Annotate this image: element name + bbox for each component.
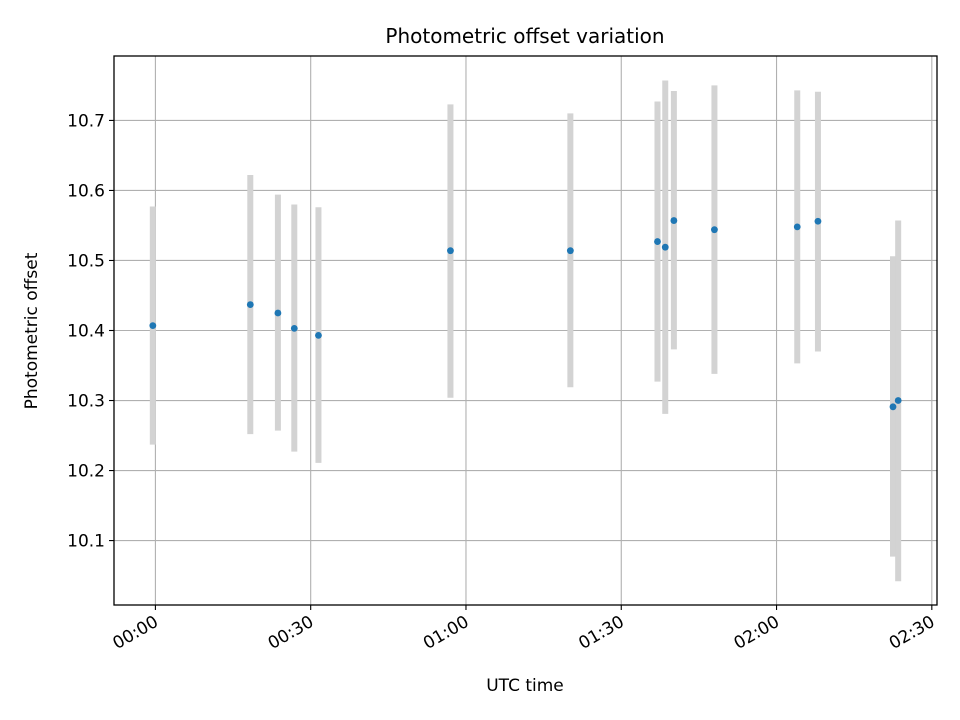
data-point	[246, 301, 254, 308]
data-point	[566, 247, 574, 255]
data-point	[894, 397, 902, 404]
data-point	[290, 324, 298, 332]
data-point	[670, 217, 678, 224]
y-tick-label: 10.6	[67, 181, 105, 201]
data-point	[654, 238, 661, 245]
data-point	[711, 226, 718, 234]
y-tick-label: 10.3	[67, 392, 105, 412]
y-tick-label: 10.4	[67, 322, 105, 342]
y-tick-label: 10.7	[67, 111, 105, 131]
data-point	[149, 322, 157, 329]
data-point	[814, 217, 822, 225]
data-point	[447, 247, 454, 255]
data-point	[793, 223, 801, 231]
y-axis-ticks: 10.1 10.2 10.3 10.4 10.5 10.6 10.7	[67, 111, 114, 552]
data-point	[661, 243, 669, 251]
data-point	[889, 403, 897, 411]
chart-title: Photometric offset variation	[385, 24, 664, 48]
x-axis-label: UTC time	[486, 676, 564, 696]
y-axis-label: Photometric offset	[22, 252, 42, 409]
data-point	[315, 332, 322, 339]
y-tick-label: 10.5	[67, 251, 105, 271]
data-point	[274, 309, 282, 317]
y-tick-label: 10.1	[67, 532, 105, 552]
y-tick-label: 10.2	[67, 462, 105, 482]
data-points	[149, 217, 902, 411]
